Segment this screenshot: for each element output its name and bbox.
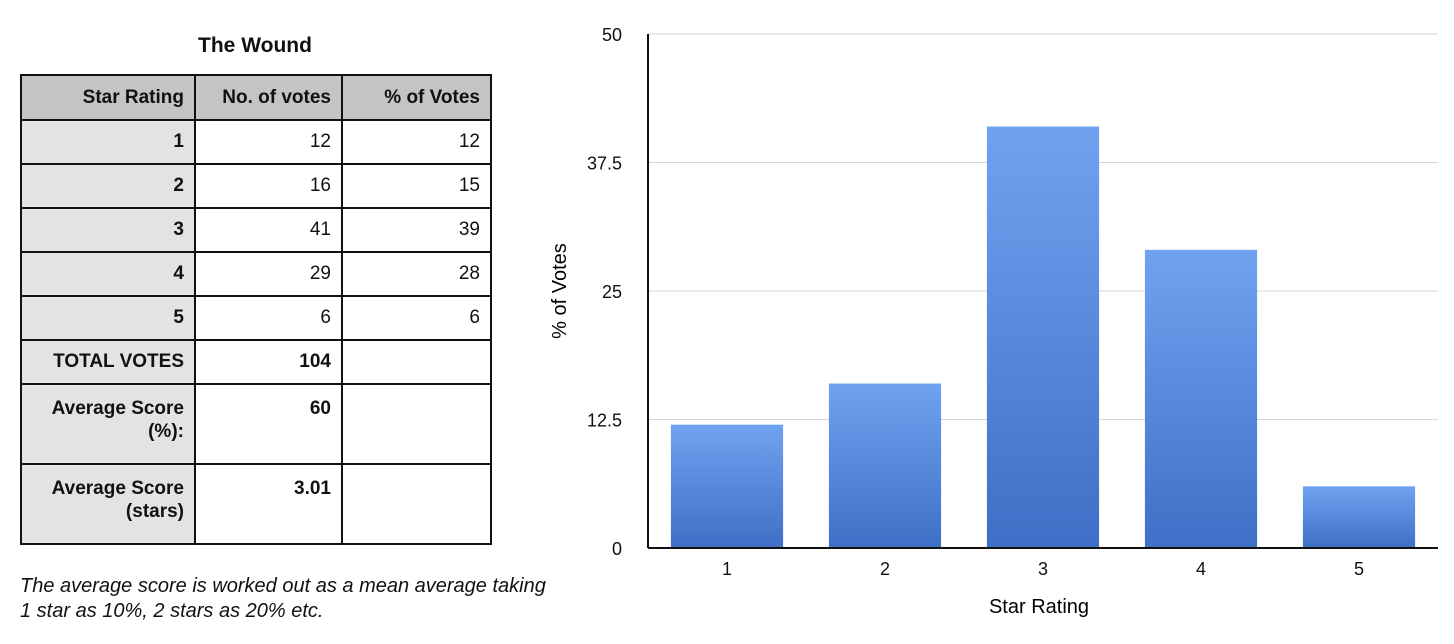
bar xyxy=(1302,486,1416,548)
bar xyxy=(986,126,1100,549)
y-tick-label: 50 xyxy=(602,25,622,45)
row-votes: 12 xyxy=(194,119,343,165)
row-rating: 4 xyxy=(20,251,196,297)
bar xyxy=(670,424,784,548)
bars xyxy=(670,126,1416,549)
row-votes: 29 xyxy=(194,251,343,297)
y-axis-label: % of Votes xyxy=(549,243,571,339)
x-tick-label: 2 xyxy=(880,559,890,579)
table-row: 1 12 12 xyxy=(20,119,492,165)
table-row: 2 16 15 xyxy=(20,163,492,209)
total-votes-row: TOTAL VOTES 104 xyxy=(20,339,492,385)
axes: 0 12.5 25 37.5 50 1 2 3 4 5 xyxy=(587,25,1438,579)
y-tick-label: 12.5 xyxy=(587,411,622,431)
average-stars-value: 3.01 xyxy=(194,463,343,545)
row-rating: 2 xyxy=(20,163,196,209)
row-rating: 1 xyxy=(20,119,196,165)
row-percent: 12 xyxy=(341,119,492,165)
x-tick-label: 3 xyxy=(1038,559,1048,579)
y-tick-label: 37.5 xyxy=(587,154,622,174)
y-tick-label: 25 xyxy=(602,282,622,302)
row-percent: 6 xyxy=(341,295,492,341)
average-stars-row: Average Score (stars) 3.01 xyxy=(20,463,492,545)
header-no-of-votes: No. of votes xyxy=(194,74,343,121)
average-stars-label: Average Score (stars) xyxy=(20,463,196,545)
x-tick-label: 5 xyxy=(1354,559,1364,579)
average-stars-empty xyxy=(341,463,492,545)
row-rating: 3 xyxy=(20,207,196,253)
average-percent-empty xyxy=(341,383,492,465)
row-votes: 16 xyxy=(194,163,343,209)
row-percent: 15 xyxy=(341,163,492,209)
total-votes-empty xyxy=(341,339,492,385)
row-votes: 6 xyxy=(194,295,343,341)
table-row: 3 41 39 xyxy=(20,207,492,253)
row-rating: 5 xyxy=(20,295,196,341)
bar xyxy=(828,383,942,548)
y-tick-label: 0 xyxy=(612,539,622,559)
header-percent-of-votes: % of Votes xyxy=(341,74,492,121)
bar xyxy=(1144,249,1258,548)
table-row: 5 6 6 xyxy=(20,295,492,341)
x-tick-label: 1 xyxy=(722,559,732,579)
x-tick-label: 4 xyxy=(1196,559,1206,579)
row-percent: 28 xyxy=(341,251,492,297)
votes-table: Star Rating No. of votes % of Votes 1 12… xyxy=(20,74,492,545)
header-star-rating: Star Rating xyxy=(20,74,196,121)
total-votes-label: TOTAL VOTES xyxy=(20,339,196,385)
x-axis-label: Star Rating xyxy=(989,596,1089,618)
average-percent-value: 60 xyxy=(194,383,343,465)
footnote: The average score is worked out as a mea… xyxy=(20,575,546,622)
average-percent-label: Average Score (%): xyxy=(20,383,196,465)
table-title: The Wound xyxy=(198,34,312,57)
table-header-row: Star Rating No. of votes % of Votes xyxy=(20,74,492,121)
total-votes-value: 104 xyxy=(194,339,343,385)
average-percent-row: Average Score (%): 60 xyxy=(20,383,492,465)
table-row: 4 29 28 xyxy=(20,251,492,297)
row-percent: 39 xyxy=(341,207,492,253)
bar-chart: 0 12.5 25 37.5 50 1 2 3 4 5 % of Votes Star Ratin… xyxy=(549,25,1438,618)
row-votes: 41 xyxy=(194,207,343,253)
